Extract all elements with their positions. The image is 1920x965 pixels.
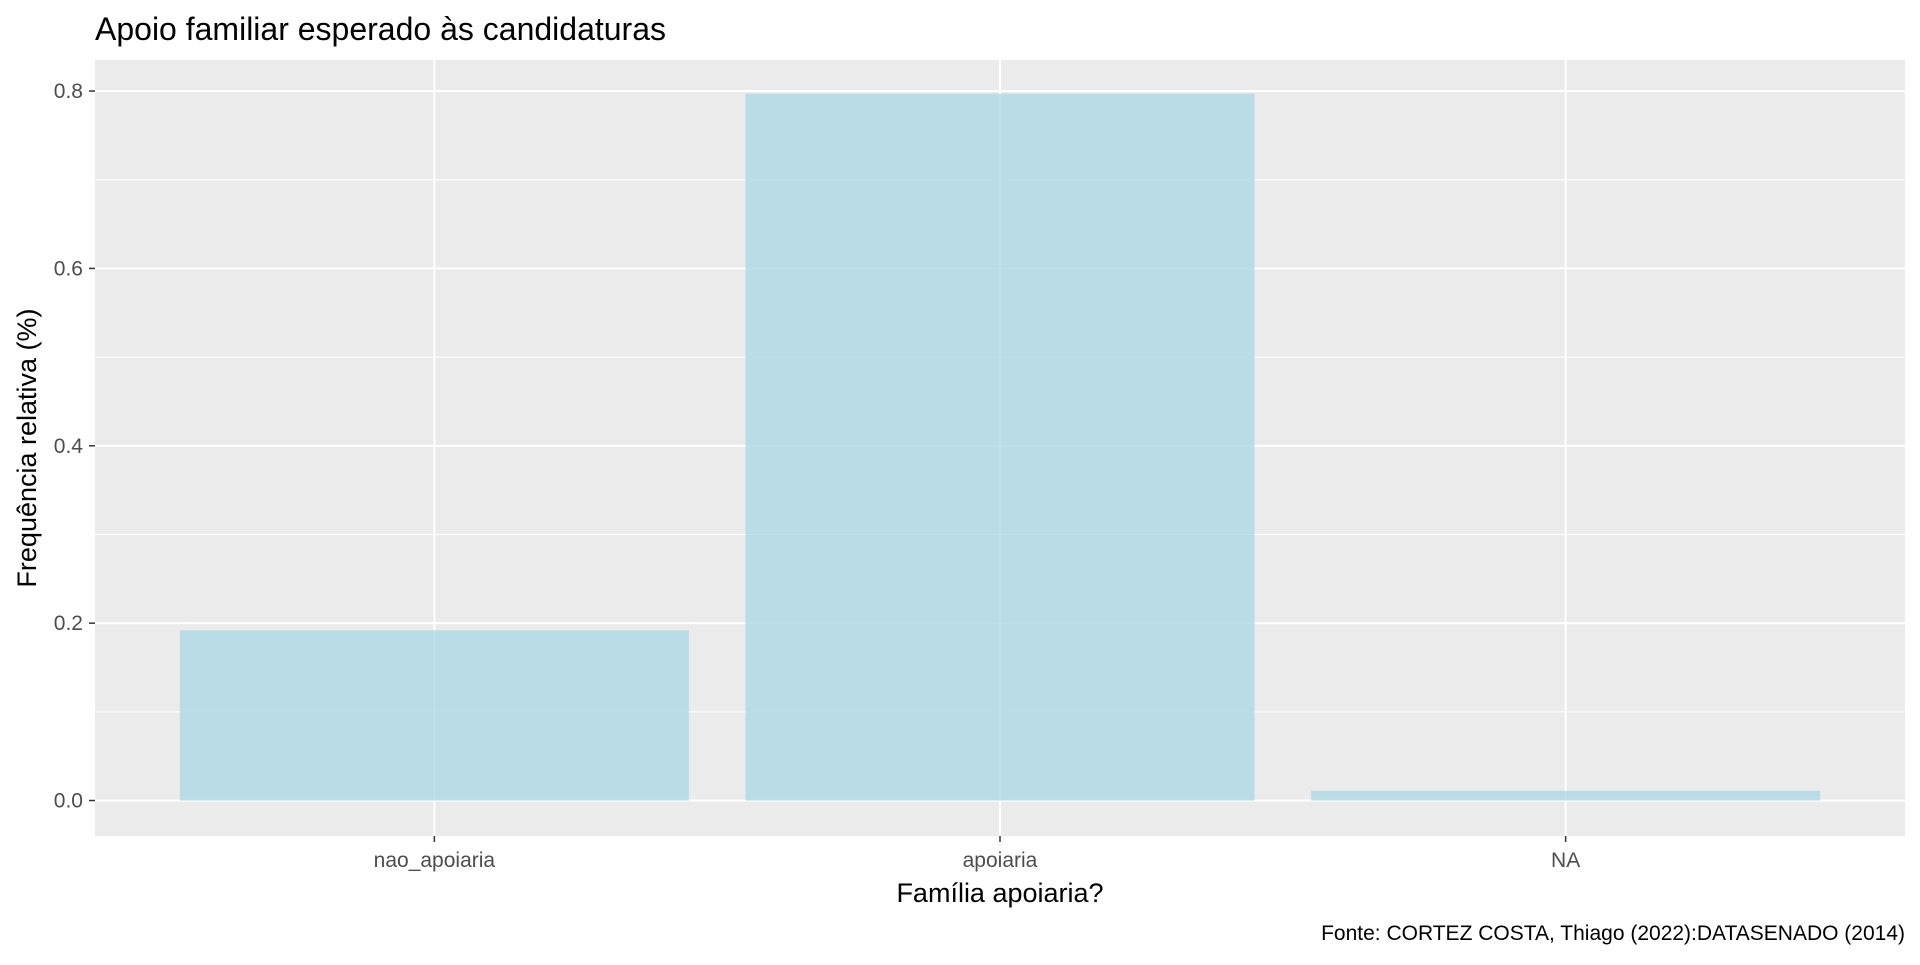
axes: 0.0 0.2 0.4 0.6 0.8 nao_apoiaria apoiaria NA (54, 80, 1580, 872)
y-axis-title: Frequência relativa (%) (12, 308, 42, 587)
y-tick-label: 0.0 (54, 790, 83, 813)
x-axis-title: Família apoiaria? (896, 878, 1103, 908)
y-tick-label: 0.8 (54, 80, 83, 103)
chart-title: Apoio familiar esperado às candidaturas (95, 11, 666, 47)
y-tick-label: 0.2 (54, 612, 83, 635)
x-tick-label: nao_apoiaria (374, 849, 496, 872)
x-tick-label: NA (1551, 849, 1580, 872)
y-tick-label: 0.4 (54, 435, 84, 458)
bar-NA (1311, 790, 1821, 801)
bars (179, 93, 1821, 801)
bar-nao_apoiaria (179, 630, 689, 801)
bar-apoiaria (745, 93, 1255, 801)
x-tick-label: apoiaria (963, 849, 1038, 872)
y-tick-label: 0.6 (54, 257, 83, 280)
chart-caption: Fonte: CORTEZ COSTA, Thiago (2022):DATAS… (1321, 922, 1905, 945)
